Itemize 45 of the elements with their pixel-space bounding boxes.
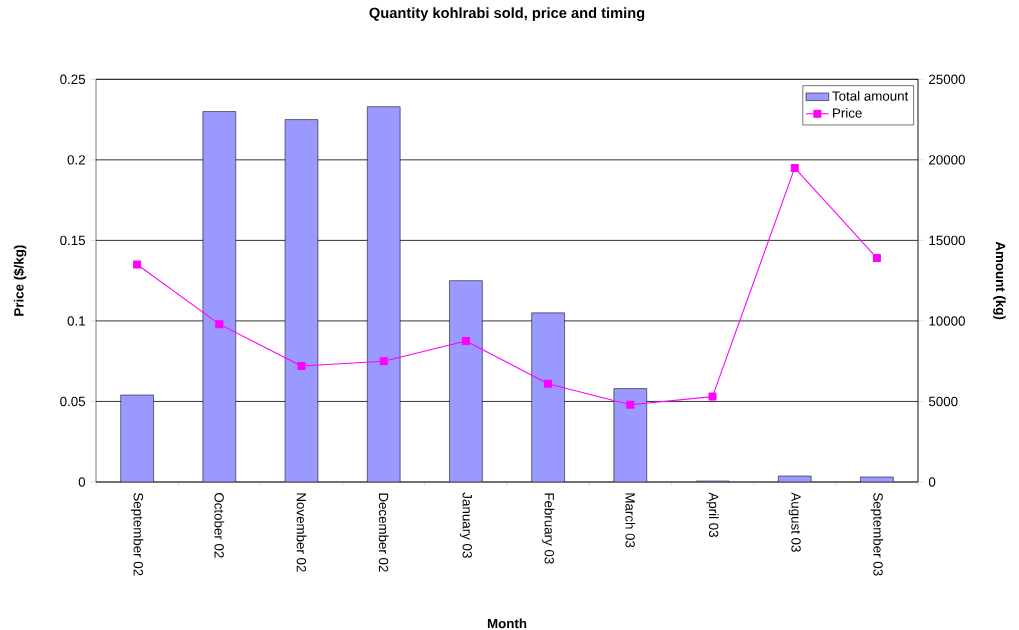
y-tick-label: 0 <box>78 477 86 487</box>
y-tick-label: 0.05 <box>60 396 86 407</box>
y-tick-label: 0.15 <box>60 235 86 246</box>
point <box>790 163 799 172</box>
bar <box>120 394 154 482</box>
bar <box>449 280 483 482</box>
point <box>708 392 717 401</box>
x-tick-label: August 03 <box>788 492 801 552</box>
y2-tick-label: 5000 <box>928 396 958 407</box>
y-tick-label: 0.1 <box>67 316 85 326</box>
legend-label: Total amount <box>832 90 909 101</box>
point <box>872 254 881 263</box>
x-tick-label: November 02 <box>296 493 307 572</box>
x-tick-label: October 02 <box>214 493 225 558</box>
point <box>133 260 142 269</box>
y2-tick-label: 20000 <box>929 155 965 165</box>
y-tick-label: 0.2 <box>67 155 85 165</box>
point <box>544 379 553 388</box>
chart-title: Quantity kohlrabi sold, price and timing <box>369 7 645 22</box>
bar <box>284 119 319 482</box>
point <box>461 337 470 346</box>
x-tick-label: January 03 <box>459 492 472 558</box>
legend-label: Price <box>833 107 862 118</box>
y-axis-title: Price ($/kg) <box>13 245 27 316</box>
bar <box>531 312 565 482</box>
y2-tick-label: 0 <box>928 477 936 487</box>
x-tick-label: December 02 <box>378 493 389 572</box>
bar <box>613 388 648 482</box>
x-tick-label: September 03 <box>870 492 884 576</box>
point <box>215 320 224 329</box>
x-tick-label: September 02 <box>130 492 144 576</box>
y2-axis-title: Amount (kg) <box>993 241 1006 320</box>
point <box>297 362 306 371</box>
point <box>379 357 388 366</box>
y-tick-label: 0.25 <box>60 74 86 85</box>
y2-tick-label: 25000 <box>929 74 965 85</box>
x-axis-title: Month <box>487 618 527 629</box>
bar <box>202 111 237 482</box>
bar <box>367 106 401 482</box>
y2-tick-label: 15000 <box>929 235 965 246</box>
x-tick-label: February 03 <box>541 493 555 564</box>
x-tick-label: March 03 <box>625 493 636 548</box>
point <box>626 400 635 409</box>
y2-tick-label: 10000 <box>929 316 965 326</box>
x-tick-label: April 03 <box>706 492 719 537</box>
